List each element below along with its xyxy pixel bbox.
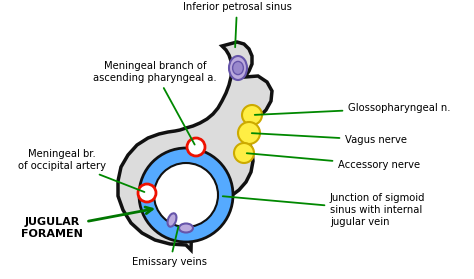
Text: Glossopharyngeal n.: Glossopharyngeal n. xyxy=(255,103,450,115)
Circle shape xyxy=(234,143,254,163)
Text: JUGULAR
FORAMEN: JUGULAR FORAMEN xyxy=(21,207,152,239)
Circle shape xyxy=(238,122,260,144)
Circle shape xyxy=(138,184,156,202)
Circle shape xyxy=(154,163,218,227)
Ellipse shape xyxy=(229,56,247,80)
Polygon shape xyxy=(118,42,272,250)
Text: Emissary veins: Emissary veins xyxy=(133,227,208,267)
Ellipse shape xyxy=(179,223,193,232)
Text: Meningeal branch of
ascending pharyngeal a.: Meningeal branch of ascending pharyngeal… xyxy=(93,61,217,145)
Ellipse shape xyxy=(167,213,176,227)
Text: Accessory nerve: Accessory nerve xyxy=(247,153,420,170)
Ellipse shape xyxy=(233,61,244,74)
Text: Vagus nerve: Vagus nerve xyxy=(252,133,407,145)
Circle shape xyxy=(139,148,233,242)
Circle shape xyxy=(242,105,262,125)
Text: Inferior petrosal sinus: Inferior petrosal sinus xyxy=(182,2,292,47)
Circle shape xyxy=(187,138,205,156)
Text: Junction of sigmoid
sinus with internal
jugular vein: Junction of sigmoid sinus with internal … xyxy=(223,193,426,227)
Text: Meningeal br.
of occipital artery: Meningeal br. of occipital artery xyxy=(18,149,145,192)
